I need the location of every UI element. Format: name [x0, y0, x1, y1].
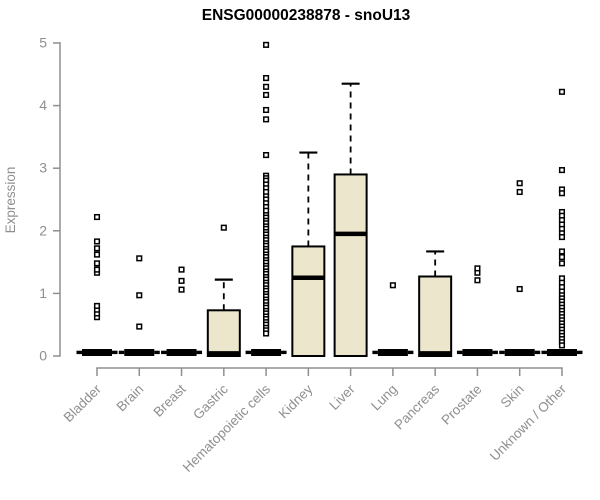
outlier-point — [93, 260, 101, 267]
outlier-point — [558, 190, 566, 197]
collapsed-box-cap-right — [196, 350, 203, 355]
box — [333, 173, 368, 357]
collapsed-box-cap-left — [76, 350, 82, 355]
outlier-point — [558, 260, 566, 267]
y-tick-label: 5 — [39, 35, 47, 51]
box — [291, 245, 326, 357]
collapsed-box-cap-right — [492, 350, 498, 355]
outlier-point — [93, 302, 101, 309]
chart-title: ENSG00000238878 - snoU13 — [202, 7, 411, 24]
outlier-point — [474, 277, 481, 284]
outlier-point — [558, 342, 566, 349]
outlier-point — [558, 248, 566, 255]
x-category-label: Liver — [326, 381, 358, 413]
outlier-point — [136, 323, 143, 330]
collapsed-box — [124, 349, 155, 356]
collapsed-box-cap-right — [534, 350, 541, 355]
x-category-label: Skin — [498, 382, 527, 411]
x-category-label: Pancreas — [391, 381, 442, 432]
collapsed-box-cap-right — [407, 350, 414, 355]
outlier-point — [136, 292, 143, 299]
outlier-point — [263, 106, 270, 114]
outlier-point — [93, 238, 101, 245]
y-tick-label: 4 — [39, 97, 47, 113]
collapsed-box — [166, 349, 197, 356]
outlier-point — [263, 116, 270, 123]
outlier-point — [263, 330, 270, 337]
outlier-point — [558, 167, 566, 174]
outlier-point — [220, 224, 227, 231]
outlier-point — [516, 188, 523, 196]
outlier-point — [263, 152, 270, 159]
collapsed-box — [462, 349, 493, 356]
outlier-point — [93, 213, 101, 221]
outlier-point — [263, 91, 270, 99]
x-category-label: Gastric — [190, 381, 231, 422]
collapsed-box-cap-left — [161, 350, 167, 355]
y-tick-label: 3 — [39, 160, 47, 176]
outlier-point — [136, 255, 143, 262]
box — [206, 309, 241, 357]
x-category-label: Brain — [113, 382, 146, 415]
collapsed-box-cap-right — [281, 350, 287, 355]
outlier-point — [558, 234, 566, 241]
outlier-point — [263, 41, 270, 48]
outlier-point — [516, 285, 523, 293]
collapsed-box — [377, 349, 408, 356]
x-category-label: Kidney — [276, 381, 316, 421]
outlier-point — [263, 75, 270, 82]
x-category-label: Lung — [368, 382, 400, 414]
collapsed-box — [504, 349, 535, 356]
y-axis-title: Expression — [3, 167, 18, 234]
outlier-point — [474, 265, 481, 272]
x-category-label: Prostate — [438, 382, 484, 428]
outlier-point — [558, 254, 566, 261]
collapsed-box-cap-right — [112, 350, 118, 355]
collapsed-box-cap-right — [576, 350, 583, 355]
x-category-label: Unknown / Other — [487, 381, 570, 464]
collapsed-box — [251, 349, 282, 356]
outlier-point — [178, 266, 185, 273]
x-category-label: Bladder — [61, 381, 105, 425]
collapsed-box-cap-left — [118, 350, 125, 355]
outlier-point — [516, 180, 523, 187]
collapsed-box-cap-left — [245, 350, 252, 355]
collapsed-box-cap-left — [456, 350, 463, 355]
collapsed-box-cap-right — [154, 350, 160, 355]
box — [418, 275, 453, 357]
outlier-point — [558, 88, 566, 95]
outlier-point — [178, 277, 185, 284]
collapsed-box-cap-left — [372, 350, 378, 355]
outlier-point — [389, 282, 396, 289]
y-tick-label: 2 — [39, 222, 47, 238]
collapsed-box — [546, 349, 577, 356]
y-tick-label: 0 — [39, 348, 47, 364]
outlier-point — [93, 251, 101, 258]
collapsed-box-cap-left — [541, 350, 547, 355]
collapsed-box-cap-left — [499, 350, 505, 355]
outlier-point — [93, 266, 101, 273]
outlier-point — [263, 83, 270, 90]
y-tick-label: 1 — [39, 285, 47, 301]
outlier-point — [178, 286, 185, 293]
collapsed-box — [82, 349, 112, 356]
outlier-point — [93, 245, 101, 252]
x-category-label: Breast — [150, 381, 188, 419]
